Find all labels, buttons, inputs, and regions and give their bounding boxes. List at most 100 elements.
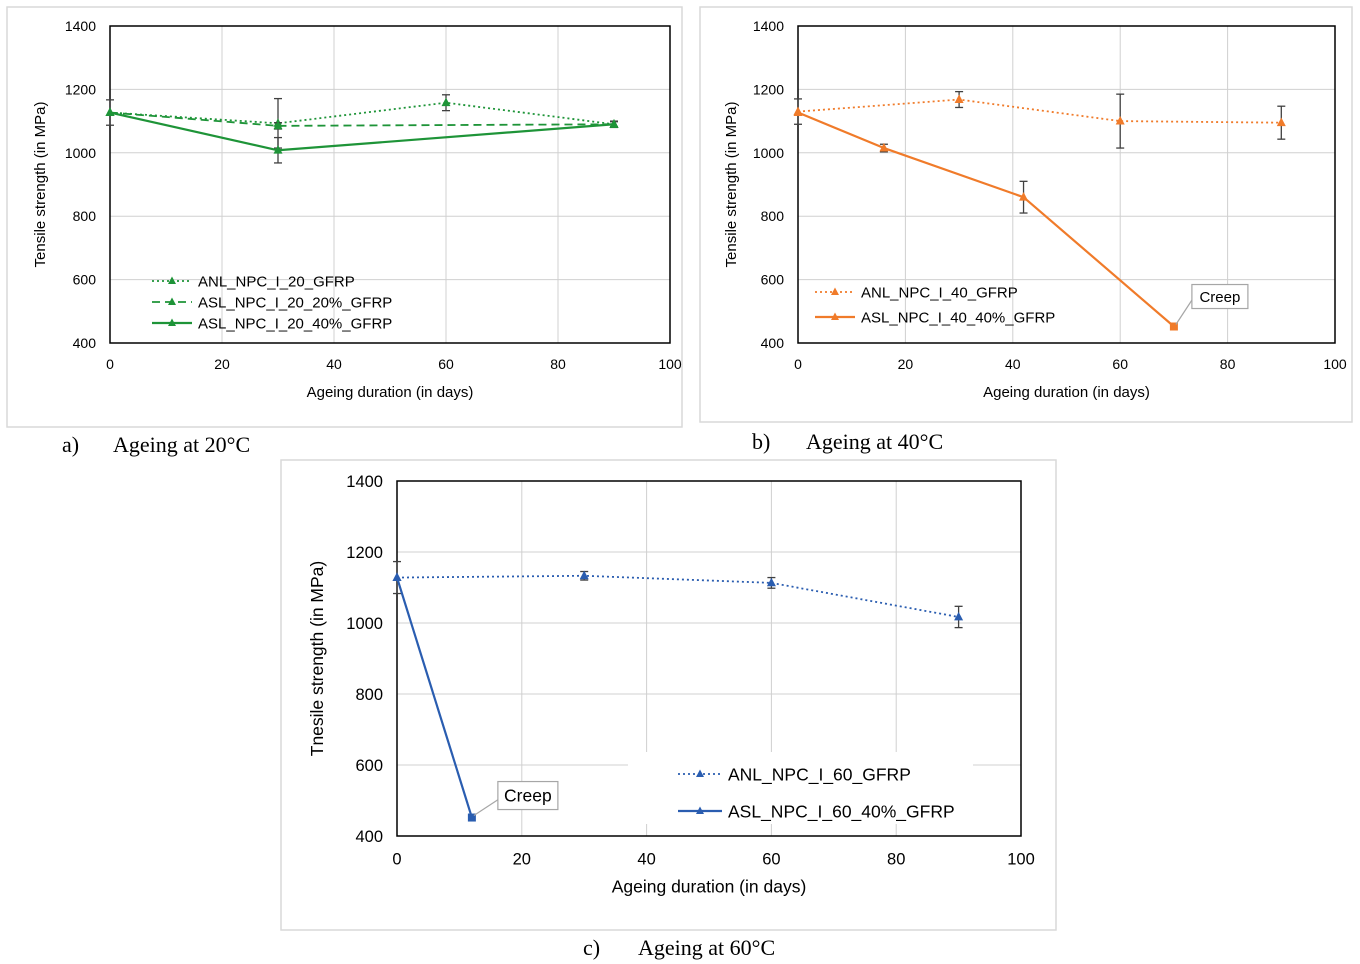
data-point: [831, 312, 839, 321]
data-point: [793, 107, 803, 116]
x-tick-label: 60: [1112, 356, 1128, 372]
caption-text: Ageing at 40°C: [806, 429, 943, 454]
chart-panel-a: 0 20 40 60 80 100 400 600 800 1000 1200 1400 Ageing …: [6, 6, 683, 457]
y-tick-label: 600: [355, 757, 383, 775]
data-point: [579, 570, 589, 580]
y-axis-label: Tensile strength (in MPa): [32, 102, 49, 268]
annotation-creep: Creep: [473, 780, 559, 817]
legend-label: ANL_NPC_I_60_GFRP: [728, 764, 911, 785]
data-point: [696, 806, 704, 815]
data-point: [696, 769, 704, 778]
plot-area-b: [797, 25, 1336, 344]
annotation-label: Creep: [1199, 289, 1240, 306]
x-tick-label: 100: [658, 356, 682, 372]
legend-label: ASL_NPC_I_40_40%_GFRP: [861, 309, 1055, 326]
caption-letter: c): [583, 935, 600, 960]
series-c-2: [392, 572, 476, 822]
series-line: [109, 111, 615, 127]
x-tick-label: 20: [898, 356, 914, 372]
data-point: [954, 611, 964, 621]
caption-letter: b): [752, 429, 770, 454]
x-tick-label: 40: [1005, 356, 1021, 372]
x-tick-label: 60: [438, 356, 454, 372]
annotation-box: [497, 780, 559, 811]
x-tick-label: 0: [106, 356, 114, 372]
annotation-label: Creep: [504, 786, 552, 806]
y-tick-label: 600: [761, 272, 785, 288]
y-axis-label: Tnesile strength (in MPa): [307, 561, 327, 757]
legend-item: ANL_NPC_I_40_GFRP: [815, 284, 1018, 301]
data-point: [467, 813, 476, 822]
x-tick-label: 0: [392, 851, 401, 869]
annotation-creep: Creep: [1175, 283, 1249, 325]
x-tick-label: 60: [762, 851, 780, 869]
chart-frame-b: [699, 6, 1353, 423]
legend-item: ASL_NPC_I_20_20%_GFRP: [152, 294, 392, 311]
legend-item: ANL_NPC_I_60_GFRP: [678, 764, 911, 785]
y-tick-label: 1400: [65, 18, 96, 34]
data-point: [609, 119, 619, 128]
legend-item: ASL_NPC_I_60_40%_GFRP: [678, 801, 955, 822]
y-tick-label: 400: [73, 335, 97, 351]
plot-area-a: [109, 25, 671, 344]
legend-item: ASL_NPC_I_40_40%_GFRP: [815, 309, 1055, 326]
data-point: [1115, 115, 1125, 125]
data-point: [879, 142, 889, 152]
x-tick-label: 40: [326, 356, 342, 372]
series-line: [396, 574, 959, 618]
plot-area-c: [396, 480, 1022, 837]
y-tick-label: 1000: [753, 145, 784, 161]
annotation-leader: [1175, 299, 1193, 325]
caption-letter: a): [62, 432, 79, 457]
series-line: [797, 98, 1282, 124]
legend-label: ASL_NPC_I_20_40%_GFRP: [198, 315, 392, 332]
legend-label: ASL_NPC_I_60_40%_GFRP: [728, 801, 955, 822]
annotation-box: [1191, 283, 1249, 310]
data-point: [441, 97, 451, 107]
x-tick-label: 40: [637, 851, 655, 869]
chart-frame-c: [280, 459, 1057, 931]
x-tick-label: 80: [887, 851, 905, 869]
legend-b: ANL_NPC_I_40_GFRP ASL_NPC_I_40_40%_GFRP: [815, 284, 1055, 326]
legend-a: ANL_NPC_I_20_GFRP ASL_NPC_I_20_20%_GFRP AS…: [152, 273, 392, 332]
y-tick-label: 800: [761, 208, 785, 224]
x-axis-label: Ageing duration (in days): [612, 877, 807, 897]
data-point: [1276, 117, 1286, 127]
chart-panel-b: 0 20 40 60 80 100 400 600 800 1000 1200 1400 Ageing …: [699, 6, 1353, 454]
data-point: [105, 107, 115, 116]
x-tick-label: 0: [794, 356, 802, 372]
series-line: [395, 577, 473, 818]
data-point: [392, 572, 402, 581]
data-point: [273, 145, 283, 154]
y-tick-label: 1400: [346, 473, 383, 491]
data-point: [831, 287, 839, 296]
x-tick-label: 100: [1323, 356, 1347, 372]
y-tick-label: 800: [73, 208, 97, 224]
legend-c: ANL_NPC_I_60_GFRP ASL_NPC_I_60_40%_GFRP: [628, 752, 973, 824]
data-point: [168, 297, 176, 306]
caption-text: Ageing at 20°C: [113, 432, 250, 457]
data-point: [954, 94, 964, 103]
caption-text: Ageing at 60°C: [638, 935, 775, 960]
y-tick-label: 400: [355, 828, 383, 846]
data-point: [766, 577, 776, 587]
x-tick-label: 20: [214, 356, 230, 372]
x-axis-label: Ageing duration (in days): [307, 384, 474, 401]
legend-item: ASL_NPC_I_20_40%_GFRP: [152, 315, 392, 332]
x-tick-label: 80: [1220, 356, 1236, 372]
legend-label: ASL_NPC_I_20_20%_GFRP: [198, 294, 392, 311]
series-b-2: [793, 107, 1178, 331]
y-tick-label: 600: [73, 272, 97, 288]
x-tick-label: 80: [550, 356, 566, 372]
y-tick-label: 1200: [753, 81, 784, 97]
y-tick-label: 1000: [65, 145, 96, 161]
y-tick-label: 800: [355, 686, 383, 704]
legend-item: ANL_NPC_I_20_GFRP: [152, 273, 355, 290]
data-point: [273, 120, 283, 130]
chart-panel-c: 0 20 40 60 80 100 400 600 800 1000 1200 1400 Ageing …: [280, 459, 1057, 960]
data-point: [1019, 192, 1029, 201]
chart-frame-a: [6, 6, 683, 428]
y-tick-label: 1200: [65, 81, 96, 97]
data-point: [168, 276, 176, 285]
